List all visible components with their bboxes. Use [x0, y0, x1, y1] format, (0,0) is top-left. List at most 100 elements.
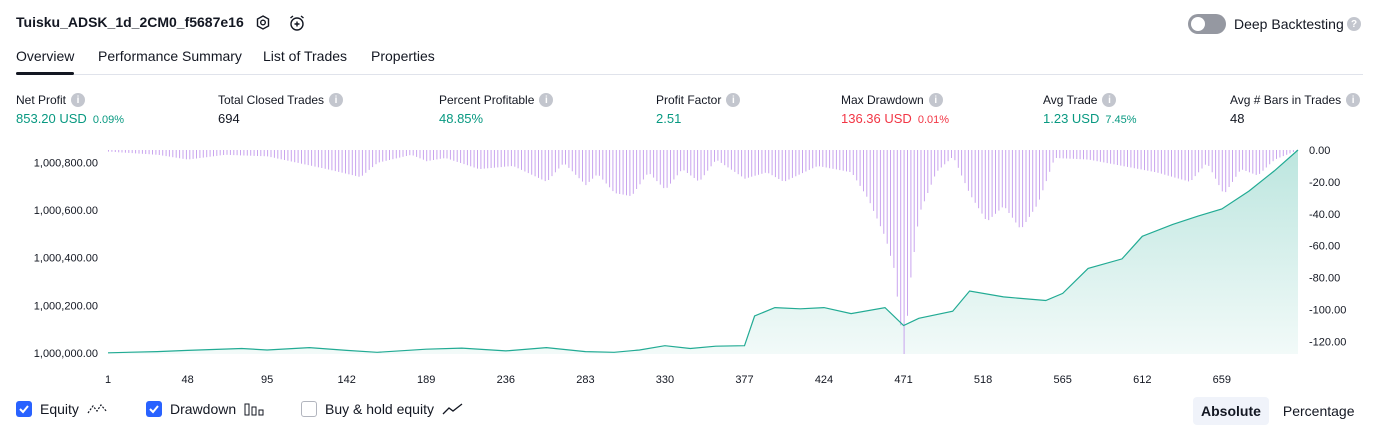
drawdown-bar: [636, 150, 638, 189]
tab-performance-summary[interactable]: Performance Summary: [98, 48, 242, 64]
drawdown-bar: [954, 150, 956, 161]
view-mode-toggle: Absolute Percentage: [1193, 397, 1363, 425]
drawdown-bar: [890, 150, 891, 256]
drawdown-bars-icon: [244, 403, 264, 416]
metric-label: Max Drawdown: [841, 93, 924, 107]
absolute-button[interactable]: Absolute: [1193, 397, 1269, 425]
drawdown-bar: [842, 150, 844, 171]
drawdown-bar: [453, 150, 455, 161]
x-axis-tick: 377: [735, 374, 753, 386]
drawdown-bar: [273, 150, 275, 158]
help-icon[interactable]: ?: [1347, 17, 1361, 31]
info-icon[interactable]: i: [726, 93, 741, 107]
drawdown-bar: [1221, 150, 1223, 192]
drawdown-bar: [676, 150, 678, 176]
info-icon[interactable]: i: [71, 93, 86, 107]
drawdown-axis-tick: -40.00: [1309, 209, 1340, 221]
drawdown-bar: [1238, 150, 1240, 172]
drawdown-bar: [311, 150, 313, 166]
drawdown-bar: [419, 150, 421, 159]
drawdown-bar: [642, 150, 644, 180]
drawdown-bar: [446, 150, 448, 159]
legend-equity[interactable]: Equity: [16, 401, 109, 417]
x-axis-tick: 48: [181, 374, 193, 386]
info-icon[interactable]: i: [539, 93, 554, 107]
drawdown-bar: [538, 150, 539, 178]
drawdown-bar: [673, 150, 675, 180]
drawdown-bar: [152, 150, 153, 155]
drawdown-bar: [355, 150, 357, 176]
drawdown-bar: [846, 150, 847, 172]
drawdown-bar: [873, 150, 875, 211]
drawdown-bar: [483, 150, 485, 169]
strategy-title: Tuisku_ADSK_1d_2CM0_f5687e16: [16, 14, 244, 30]
drawdown-bar: [531, 150, 533, 175]
drawdown-axis-tick: -80.00: [1309, 273, 1340, 285]
drawdown-bar: [835, 150, 837, 170]
drawdown-bar: [1052, 150, 1054, 163]
legend-drawdown[interactable]: Drawdown: [146, 401, 264, 417]
equity-drawdown-chart[interactable]: 1,000,000.00 1,000,200.00 1,000,400.00 1,00…: [0, 140, 1379, 390]
drawdown-bar: [1086, 150, 1088, 160]
drawdown-bar: [114, 150, 116, 152]
drawdown-bar: [138, 150, 140, 154]
drawdown-bar: [1120, 150, 1122, 166]
legend-buy-hold[interactable]: Buy & hold equity: [301, 401, 464, 417]
x-axis-tick: 236: [497, 374, 515, 386]
tab-properties[interactable]: Properties: [371, 48, 435, 64]
drawdown-bar: [565, 150, 566, 165]
drawdown-bar: [900, 150, 902, 326]
drawdown-bar: [409, 150, 411, 156]
drawdown-bar: [893, 150, 895, 268]
drawdown-bar: [582, 150, 583, 182]
drawdown-bar: [869, 150, 871, 204]
equity-line: [107, 149, 1299, 354]
drawdown-bar: [802, 150, 803, 174]
drawdown-bar: [978, 150, 980, 209]
drawdown-bar: [1066, 150, 1068, 159]
drawdown-bar: [504, 150, 506, 167]
drawdown-bar: [571, 150, 573, 172]
drawdown-bar: [517, 150, 519, 169]
drawdown-bar: [967, 150, 969, 191]
drawdown-bar: [622, 150, 624, 195]
drawdown-bar: [209, 150, 211, 157]
drawdown-checkbox[interactable]: [146, 401, 162, 417]
settings-icon[interactable]: [252, 12, 274, 34]
add-alert-icon[interactable]: [286, 12, 308, 34]
drawdown-bar: [808, 150, 810, 170]
buy-hold-checkbox[interactable]: [301, 401, 317, 417]
drawdown-bar: [141, 150, 143, 154]
drawdown-bar: [1008, 150, 1010, 213]
percentage-button[interactable]: Percentage: [1282, 403, 1355, 419]
drawdown-bar: [1130, 150, 1132, 168]
info-icon[interactable]: i: [928, 93, 943, 107]
equity-checkbox[interactable]: [16, 401, 32, 417]
info-icon[interactable]: i: [1102, 93, 1117, 107]
metric-total-closed-trades: Total Closed Trades i 694: [218, 93, 344, 126]
drawdown-bar: [781, 150, 783, 181]
info-icon[interactable]: i: [1346, 93, 1361, 107]
info-icon[interactable]: i: [329, 93, 344, 107]
drawdown-bar: [913, 150, 915, 252]
drawdown-bar: [859, 150, 861, 186]
drawdown-bar: [257, 150, 258, 156]
drawdown-bar: [290, 150, 292, 162]
drawdown-bar: [1140, 150, 1142, 170]
tab-list-of-trades[interactable]: List of Trades: [263, 48, 348, 64]
drawdown-bar: [910, 150, 912, 278]
drawdown-bar: [598, 150, 600, 176]
drawdown-bar: [1269, 150, 1271, 165]
drawdown-bar: [1286, 150, 1288, 155]
drawdown-bar: [412, 150, 414, 156]
deep-backtesting-toggle[interactable]: [1188, 14, 1226, 34]
drawdown-bar: [917, 150, 919, 227]
drawdown-bar: [260, 150, 262, 157]
drawdown-bar: [856, 150, 858, 181]
drawdown-bar: [1228, 150, 1230, 187]
drawdown-bar: [1116, 150, 1118, 165]
drawdown-bar: [683, 150, 685, 171]
tab-overview[interactable]: Overview: [16, 48, 75, 64]
drawdown-bar: [507, 150, 509, 167]
drawdown-bar: [449, 150, 451, 160]
